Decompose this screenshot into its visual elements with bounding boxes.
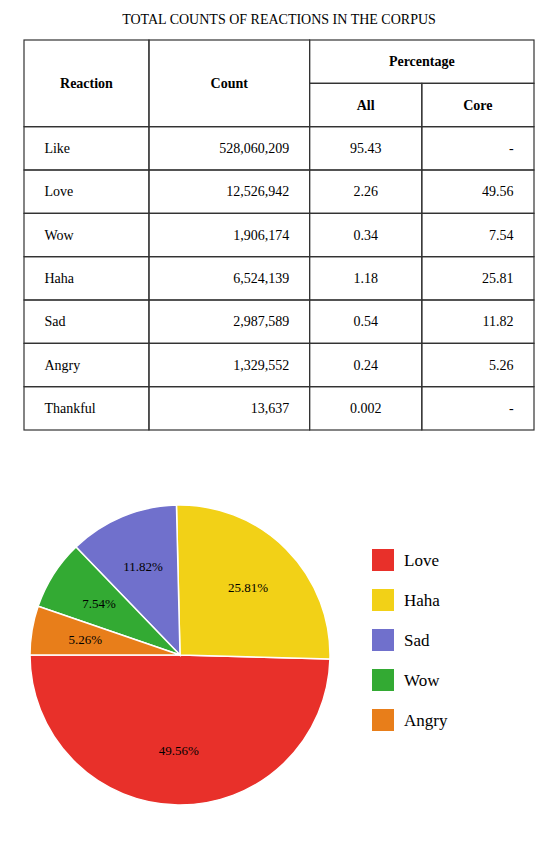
value-cell [422,300,534,343]
legend-item: Wow [372,669,440,691]
data-label: 0.24 [353,358,378,373]
data-label: 0.54 [353,314,378,329]
value-cell [422,343,534,386]
header-cell [310,83,422,126]
legend-label: Haha [404,591,440,610]
row-label: Angry [44,358,80,373]
data-label: 1,329,552 [233,358,289,373]
value-cell [149,127,310,170]
row-label: Haha [44,271,74,286]
slice [176,505,330,659]
data-label: 1.18 [353,271,378,286]
legend-label: Love [404,551,439,570]
data-label: 49.56 [482,184,514,199]
data-labels: 49.56% 25.81% 11.82% 7.54% 5.26% [69,559,269,759]
row-label: Love [44,184,73,199]
data-label: - [509,141,514,156]
data-label: 7.54 [489,228,514,243]
value-cell [422,387,534,430]
legend: Love Haha Sad Wow Angry [372,549,448,731]
value-cell [422,257,534,300]
header-label: Count [211,76,249,91]
value-cell [422,127,534,170]
data-label: 5.26 [489,358,514,373]
header-label: All [357,98,375,113]
data-label: 25.81 [482,271,514,286]
legend-label: Wow [404,671,440,690]
legend-swatch [372,549,394,571]
value-cell [310,127,422,170]
row-label: Sad [44,314,65,329]
pie: 49.56% 25.81% 11.82% 7.54% 5.26% [30,505,330,805]
row-cell [24,170,149,213]
row-cell [24,300,149,343]
value-cell [310,213,422,256]
value-cell [149,300,310,343]
data-label: 7.54% [82,596,116,611]
chart: TOTAL COUNTS OF REACTIONS IN THE CORPUS R… [0,0,558,861]
legend-swatch [372,629,394,651]
legend-swatch [372,669,394,691]
value-cell [149,343,310,386]
table: Reaction Count Percentage All Core Like 528,06… [24,40,534,430]
title: TOTAL COUNTS OF REACTIONS IN THE CORPUS [122,12,436,27]
data-label: - [509,401,514,416]
value-cell [422,213,534,256]
slice [30,606,180,655]
header-label: Reaction [60,76,113,91]
value-cell [149,387,310,430]
header-cell [310,40,534,83]
header-cell [422,83,534,126]
data-label: 6,524,139 [233,271,289,286]
value-cell [310,300,422,343]
data-label: 11.82 [483,314,514,329]
row-cell [24,343,149,386]
row-cell [24,387,149,430]
value-cell [149,213,310,256]
data-label: 49.56% [159,743,199,758]
header-cell [24,40,149,127]
legend-item: Sad [372,629,430,651]
value-cell [149,170,310,213]
data-label: 1,906,174 [233,228,289,243]
row-label: Like [44,141,70,156]
legend-swatch [372,709,394,731]
slice [30,655,330,805]
data-label: 11.82% [123,559,163,574]
data-label: 2,987,589 [233,314,289,329]
data-label: 12,526,942 [226,184,289,199]
legend-swatch [372,589,394,611]
header-label: Core [463,98,492,113]
legend-item: Angry [372,709,448,731]
data-label: 528,060,209 [219,141,289,156]
slices [30,505,330,805]
value-cell [149,257,310,300]
data-label: 13,637 [251,401,290,416]
data-label: 0.34 [353,228,378,243]
legend-item: Haha [372,589,440,611]
value-cell [310,343,422,386]
legend-label: Angry [404,711,448,730]
data-label: 25.81% [228,580,268,595]
row-label: Thankful [44,401,95,416]
value-cell [422,170,534,213]
header-cell [149,40,310,127]
row-cell [24,127,149,170]
legend-label: Sad [404,631,430,650]
data-label: 2.26 [353,184,378,199]
data-label: 5.26% [69,632,103,647]
header-label: Percentage [389,54,455,69]
data-label: 95.43 [350,141,382,156]
value-cell [310,170,422,213]
value-cell [310,257,422,300]
row-cell [24,257,149,300]
row-cell [24,213,149,256]
row-label: Wow [44,228,74,243]
value-cell [310,387,422,430]
legend-item: Love [372,549,439,571]
data-label: 0.002 [350,401,382,416]
